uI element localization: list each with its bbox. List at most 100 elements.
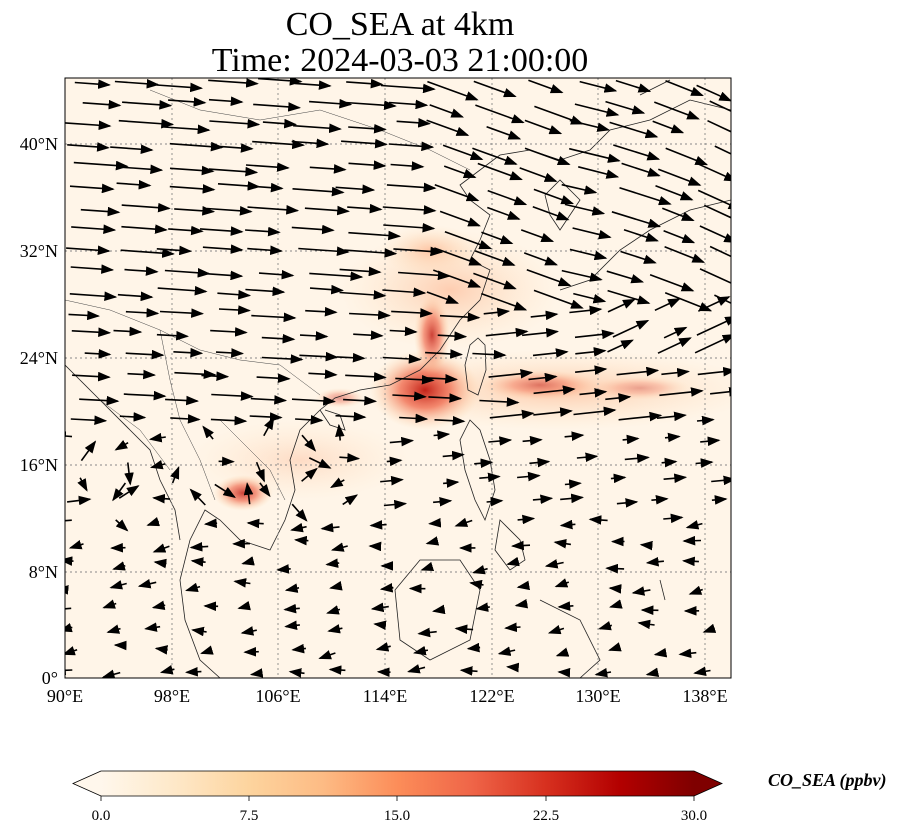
- wind-arrow: [82, 99, 122, 110]
- wind-arrow: [70, 264, 115, 274]
- wind-arrow: [437, 331, 468, 341]
- wind-arrow: [127, 369, 156, 380]
- wind-arrow: [488, 368, 534, 379]
- wind-arrow: [262, 118, 297, 129]
- wind-arrow: [211, 391, 254, 401]
- wind-arrow: [288, 668, 305, 678]
- wind-arrow: [651, 495, 669, 505]
- colorbar-tick: 15.0: [384, 808, 410, 824]
- wind-arrow: [395, 374, 435, 385]
- colorbar-tick: 22.5: [533, 808, 559, 824]
- wind-arrow: [383, 499, 408, 510]
- wind-arrow: [123, 390, 167, 401]
- wind-arrow: [606, 270, 645, 284]
- wind-arrow: [398, 270, 451, 281]
- wind-arrow: [335, 411, 367, 422]
- wind-arrow: [434, 184, 480, 202]
- wind-arrow: [388, 141, 435, 152]
- wind-arrow: [115, 519, 129, 532]
- wind-arrow: [370, 602, 389, 613]
- wind-arrow: [569, 305, 603, 316]
- wind-arrow: [479, 472, 501, 483]
- wind-arrow: [426, 291, 460, 304]
- wind-arrow: [349, 310, 391, 320]
- wind-arrow: [200, 270, 244, 281]
- wind-arrow: [309, 271, 364, 282]
- lon-tick: 114°E: [363, 686, 408, 706]
- wind-arrow: [328, 665, 346, 675]
- wind-arrow: [209, 118, 261, 129]
- wind-arrow: [118, 485, 140, 499]
- wind-arrow: [325, 558, 340, 568]
- wind-arrow: [544, 559, 564, 569]
- wind-arrow: [574, 103, 620, 117]
- wind-arrow: [516, 580, 531, 591]
- wind-arrow: [522, 327, 559, 338]
- wind-arrow: [382, 205, 437, 215]
- wind-arrow: [344, 100, 397, 111]
- wind-arrow: [121, 202, 171, 213]
- wind-arrow: [523, 252, 559, 266]
- wind-arrow: [258, 78, 303, 86]
- wind-arrow: [65, 622, 73, 633]
- wind-arrow: [301, 467, 318, 482]
- wind-arrow: [291, 503, 308, 522]
- wind-arrow: [173, 347, 204, 358]
- wind-arrow: [217, 289, 252, 300]
- wind-arrow: [168, 97, 207, 107]
- wind-arrow: [247, 205, 300, 215]
- wind-arrow: [124, 462, 134, 486]
- wind-arrow: [533, 385, 576, 395]
- wind-arrow: [65, 603, 72, 614]
- wind-arrow: [696, 162, 731, 182]
- wind-arrow: [251, 312, 297, 323]
- wind-arrow: [697, 189, 731, 210]
- wind-arrow: [472, 564, 488, 575]
- wind-arrow: [417, 627, 437, 638]
- wind-arrow: [208, 166, 259, 177]
- wind-arrow: [710, 387, 731, 397]
- wind-arrow: [292, 186, 345, 197]
- wind-arrow: [473, 272, 517, 290]
- wind-arrow: [233, 578, 251, 588]
- wind-arrow: [532, 348, 569, 358]
- wind-arrow: [369, 520, 387, 530]
- wind-arrow: [112, 482, 127, 502]
- wind-arrow: [393, 246, 444, 257]
- wind-arrow: [293, 123, 342, 134]
- wind-arrow: [241, 556, 255, 566]
- wind-arrow: [428, 393, 463, 403]
- wind-arrow: [459, 666, 478, 676]
- wind-arrow: [694, 334, 731, 354]
- wind-arrow: [185, 666, 202, 677]
- wind-arrow: [439, 210, 481, 227]
- wind-arrow: [573, 406, 617, 417]
- wind-arrow: [610, 473, 627, 484]
- wind-arrow: [389, 326, 418, 337]
- wind-arrow: [159, 308, 204, 318]
- wind-arrow: [106, 624, 121, 634]
- wind-arrow: [101, 669, 121, 678]
- wind-arrow: [661, 457, 678, 468]
- wind-arrow: [125, 308, 160, 318]
- lat-tick: 24°N: [20, 348, 58, 368]
- wind-arrow: [608, 584, 622, 594]
- wind-arrow: [70, 415, 108, 426]
- wind-arrow: [709, 245, 731, 258]
- wind-arrow: [588, 515, 608, 525]
- wind-arrow: [564, 479, 582, 489]
- wind-arrow: [466, 642, 481, 653]
- wind-arrow: [522, 435, 543, 446]
- wind-arrow: [67, 142, 110, 152]
- wind-arrow: [309, 284, 344, 295]
- lat-tick: 0°: [42, 668, 58, 688]
- wind-arrow: [218, 305, 251, 315]
- wind-arrow: [569, 248, 608, 261]
- wind-arrow: [389, 436, 415, 447]
- wind-arrow: [263, 416, 275, 437]
- wind-arrow: [631, 586, 651, 596]
- wind-arrow: [284, 620, 300, 631]
- colorbar-ramp: [101, 771, 694, 796]
- wind-arrow: [427, 80, 479, 101]
- colorbar-tick: 7.5: [240, 808, 259, 824]
